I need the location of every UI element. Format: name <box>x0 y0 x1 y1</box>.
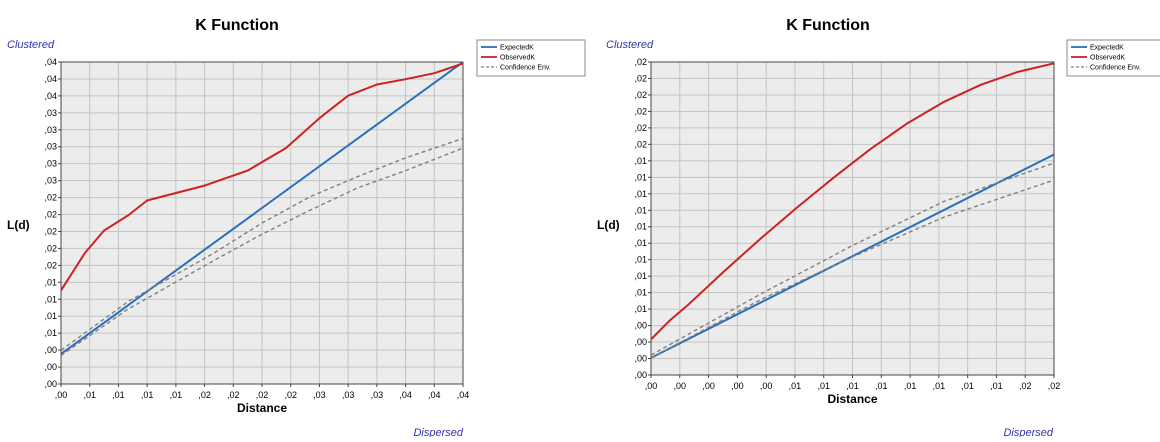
x-tick-label: ,04 <box>457 390 470 400</box>
legend-entry: ExpectedK <box>500 45 534 52</box>
x-tick-label: ,01 <box>904 381 917 391</box>
y-tick-label: ,03 <box>44 159 57 169</box>
y-tick-label: ,02 <box>44 243 57 253</box>
y-tick-label: ,01 <box>44 311 57 321</box>
y-tick-label: ,00 <box>634 354 647 364</box>
y-tick-label: ,02 <box>44 193 57 203</box>
y-tick-label: ,02 <box>634 139 647 149</box>
y-tick-label: ,04 <box>44 91 57 101</box>
y-axis-label: L(d) <box>597 218 620 232</box>
confidence-envelope-line <box>651 179 1054 359</box>
confidence-envelope-line <box>61 137 463 351</box>
chart-title: K Function <box>195 17 279 34</box>
x-tick-label: ,02 <box>256 390 269 400</box>
x-tick-label: ,04 <box>428 390 441 400</box>
y-tick-label: ,01 <box>634 288 647 298</box>
legend: ExpectedK ObservedK Confidence Env. <box>1066 39 1160 77</box>
clustered-label: Clustered <box>606 39 654 51</box>
dispersed-label: Dispersed <box>1003 427 1053 437</box>
x-tick-label: ,02 <box>227 390 240 400</box>
clustered-label: Clustered <box>7 39 55 51</box>
legend: ExpectedK ObservedK Confidence Env. <box>476 39 586 77</box>
x-tick-label: ,03 <box>313 390 326 400</box>
x-axis-label: Distance <box>237 401 287 415</box>
x-tick-label: ,01 <box>875 381 888 391</box>
y-tick-label: ,03 <box>44 176 57 186</box>
y-tick-label: ,00 <box>634 337 647 347</box>
legend-box <box>476 39 586 77</box>
y-tick-label: ,02 <box>634 123 647 133</box>
legend-entry: Confidence Env. <box>500 65 551 72</box>
y-tick-label: ,01 <box>634 304 647 314</box>
y-tick-label: ,01 <box>44 328 57 338</box>
y-tick-label: ,01 <box>44 277 57 287</box>
confidence-envelope-line <box>61 147 463 357</box>
x-tick-label: ,01 <box>990 381 1003 391</box>
x-tick-label: ,00 <box>702 381 715 391</box>
x-tick-label: ,01 <box>789 381 802 391</box>
legend-entry: ObservedK <box>500 55 535 62</box>
x-tick-label: ,01 <box>141 390 154 400</box>
legend-entry: ExpectedK <box>1090 45 1124 52</box>
x-tick-label: ,02 <box>1019 381 1032 391</box>
observed-k-line <box>651 62 1054 341</box>
x-axis-label: Distance <box>827 392 877 406</box>
y-tick-label: ,02 <box>634 57 647 67</box>
y-tick-label: ,01 <box>634 238 647 248</box>
x-tick-label: ,02 <box>1048 381 1061 391</box>
y-tick-label: ,00 <box>44 345 57 355</box>
chart-title: K Function <box>786 17 870 34</box>
legend-entry: ObservedK <box>1090 55 1125 62</box>
y-tick-label: ,01 <box>634 172 647 182</box>
y-tick-label: ,01 <box>44 294 57 304</box>
x-tick-label: ,00 <box>731 381 744 391</box>
k-function-chart-right: K FunctionClusteredDispersed,00,00,00,00… <box>597 17 1160 439</box>
x-tick-label: ,03 <box>342 390 355 400</box>
x-tick-label: ,02 <box>284 390 297 400</box>
y-tick-label: ,00 <box>44 379 57 389</box>
x-tick-label: ,02 <box>198 390 211 400</box>
legend-entry: Confidence Env. <box>1090 65 1141 72</box>
x-tick-label: ,03 <box>371 390 384 400</box>
y-tick-label: ,00 <box>634 321 647 331</box>
y-tick-label: ,01 <box>634 222 647 232</box>
y-tick-label: ,00 <box>634 370 647 380</box>
y-tick-label: ,01 <box>634 156 647 166</box>
y-tick-label: ,01 <box>634 189 647 199</box>
y-tick-label: ,02 <box>634 90 647 100</box>
x-tick-label: ,01 <box>933 381 946 391</box>
x-tick-label: ,04 <box>399 390 412 400</box>
y-tick-label: ,02 <box>634 73 647 83</box>
y-tick-label: ,03 <box>44 108 57 118</box>
x-tick-label: ,01 <box>817 381 830 391</box>
y-tick-label: ,02 <box>44 260 57 270</box>
y-tick-label: ,01 <box>634 255 647 265</box>
x-tick-label: ,00 <box>645 381 658 391</box>
x-tick-label: ,00 <box>760 381 773 391</box>
x-tick-label: ,00 <box>55 390 68 400</box>
y-tick-label: ,02 <box>44 226 57 236</box>
y-tick-label: ,02 <box>634 106 647 116</box>
x-tick-label: ,01 <box>170 390 183 400</box>
y-tick-label: ,04 <box>44 74 57 84</box>
y-axis-label: L(d) <box>7 218 30 232</box>
y-tick-label: ,00 <box>44 362 57 372</box>
observed-k-line <box>61 62 463 291</box>
y-tick-label: ,03 <box>44 142 57 152</box>
y-tick-label: ,01 <box>634 271 647 281</box>
y-tick-label: ,04 <box>44 57 57 67</box>
x-tick-label: ,01 <box>112 390 125 400</box>
legend-box <box>1066 39 1160 77</box>
y-tick-label: ,03 <box>44 125 57 135</box>
x-tick-label: ,00 <box>674 381 687 391</box>
y-tick-label: ,01 <box>634 205 647 215</box>
x-tick-label: ,01 <box>846 381 859 391</box>
y-tick-label: ,02 <box>44 210 57 220</box>
x-tick-label: ,01 <box>961 381 974 391</box>
dispersed-label: Dispersed <box>413 427 463 437</box>
expected-k-line <box>61 62 463 355</box>
x-tick-label: ,01 <box>83 390 96 400</box>
k-function-chart-left: K Function Clustered Dispersed ,00 ,01 ,01 ,01… <box>7 17 586 439</box>
